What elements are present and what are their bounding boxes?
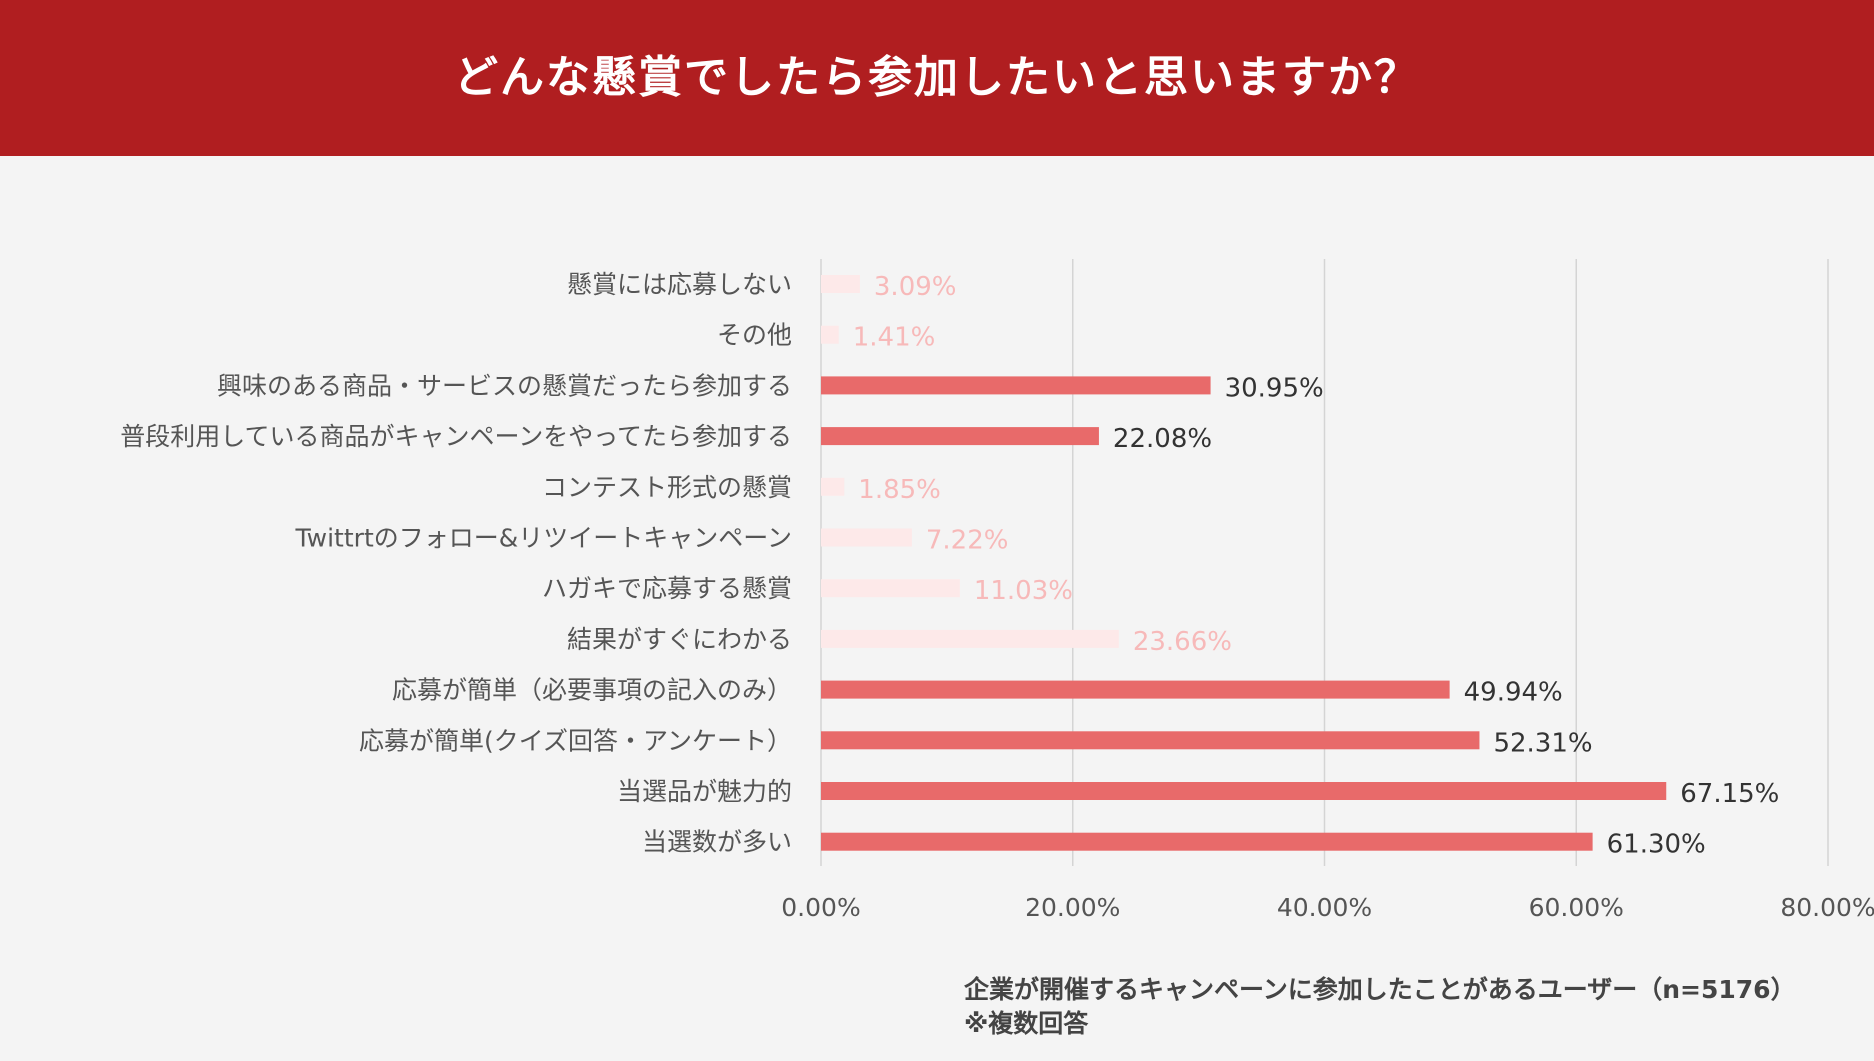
x-tick-label: 0.00% (781, 893, 860, 922)
category-label: 応募が簡単(クイズ回答・アンケート） (359, 726, 792, 755)
bar (821, 427, 1099, 446)
chart-title: どんな懸賞でしたら参加したいと思いますか？ (454, 52, 1420, 103)
x-tick-label: 80.00% (1780, 893, 1874, 922)
bar (821, 832, 1593, 851)
bar (821, 680, 1450, 699)
category-label: 当選数が多い (642, 828, 792, 857)
bar (821, 782, 1667, 800)
footnote: 企業が開催するキャンペーンに参加したことがあるユーザー（n=5176） ※複数回… (964, 973, 1796, 1041)
x-tick-label: 60.00% (1529, 893, 1624, 922)
data-label: 7.22% (926, 526, 1009, 556)
bar (821, 477, 845, 496)
bar (821, 275, 860, 293)
data-label: 1.85% (858, 475, 941, 505)
data-label: 67.15% (1680, 779, 1779, 809)
data-label: 11.03% (974, 576, 1073, 606)
footnote-note: ※複数回答 (964, 1009, 1089, 1038)
data-label: 61.30% (1607, 830, 1706, 860)
bar (821, 731, 1480, 750)
category-label: コンテスト形式の懸賞 (542, 473, 792, 502)
category-label: 応募が簡単（必要事項の記入のみ） (392, 676, 792, 705)
category-label: Twittrtのフォロー&リツイートキャンペーン (295, 524, 792, 553)
x-tick-label: 20.00% (1025, 893, 1120, 922)
category-label: 懸賞には応募しない (567, 270, 792, 299)
data-label: 23.66% (1133, 627, 1232, 657)
bar (821, 528, 912, 547)
category-label: 結果がすぐにわかる (567, 625, 792, 654)
data-label: 30.95% (1225, 373, 1324, 403)
bar (821, 579, 960, 598)
bar-chart: 0.00% 20.00% 40.00% 60.00% 80.00% 懸賞には応募しない 3.… (120, 259, 1874, 922)
bar (821, 376, 1211, 395)
category-label: 興味のある商品・サービスの懸賞だったら参加する (217, 371, 792, 400)
header-banner (0, 0, 1874, 156)
data-label: 3.09% (874, 272, 957, 302)
footnote-sample: 企業が開催するキャンペーンに参加したことがあるユーザー（n=5176） (964, 975, 1796, 1004)
category-label: ハガキで応募する懸賞 (542, 574, 792, 603)
bar (821, 325, 839, 344)
data-label: 22.08% (1113, 424, 1212, 454)
data-label: 1.41% (853, 323, 936, 353)
data-label: 49.94% (1464, 678, 1563, 708)
category-label: その他 (717, 321, 792, 350)
bar (821, 629, 1119, 648)
category-label: 普段利用している商品がキャンペーンをやってたら参加する (120, 422, 792, 451)
category-label: 当選品が魅力的 (617, 777, 792, 806)
data-label: 52.31% (1493, 728, 1592, 758)
x-tick-label: 40.00% (1277, 893, 1372, 922)
